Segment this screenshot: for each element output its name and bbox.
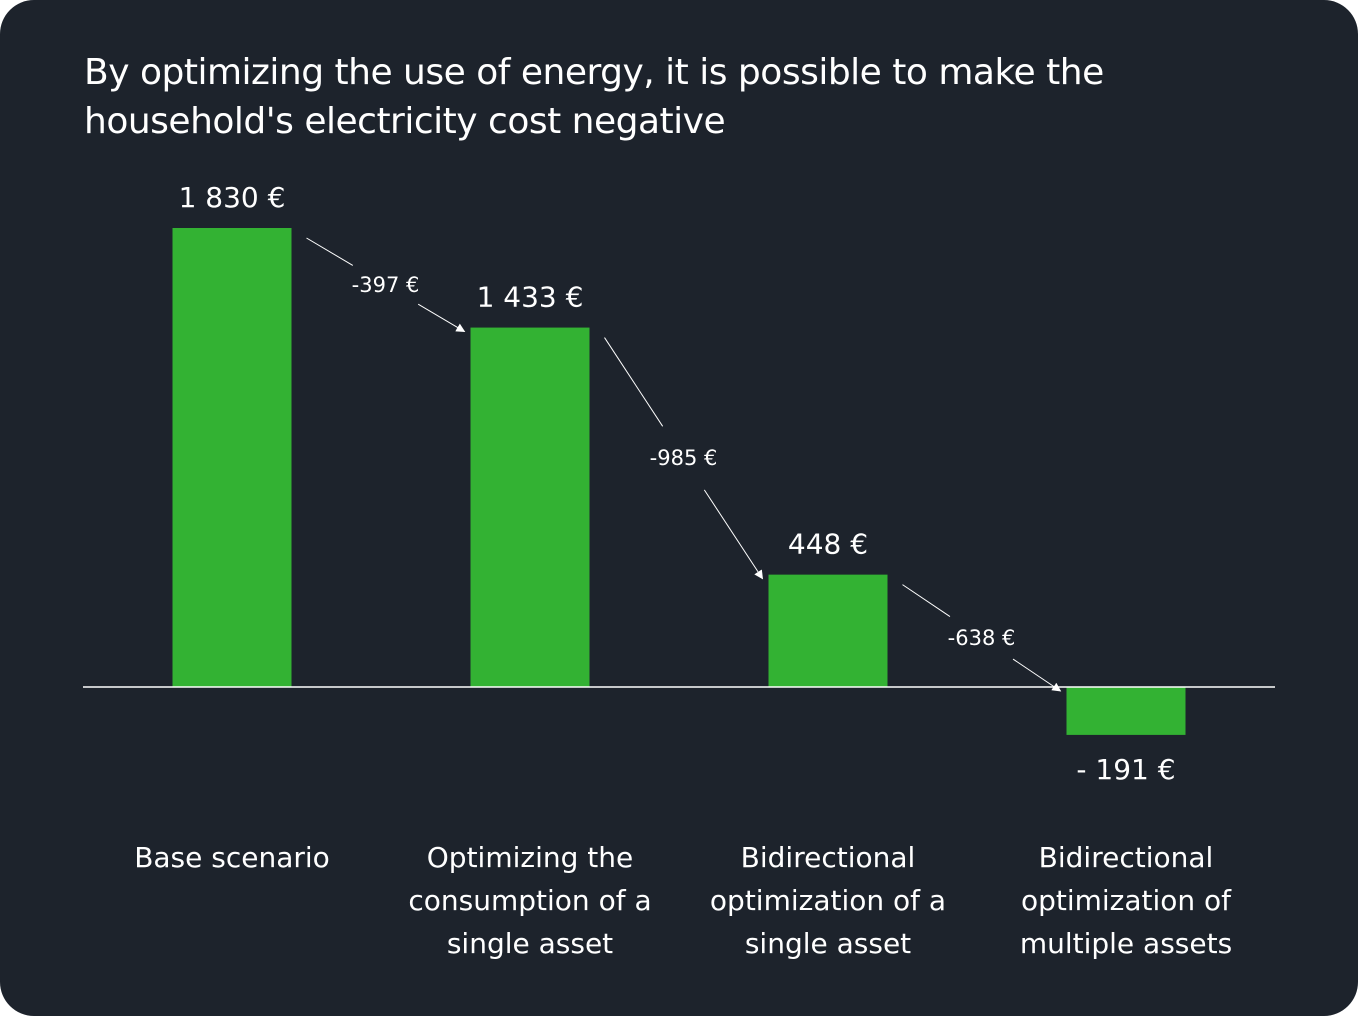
value-label-4: - 191 €	[1076, 753, 1175, 786]
category-label-1: Base scenario	[82, 836, 382, 879]
delta-label-1: -397 €	[352, 273, 420, 297]
category-label-2-line-1: Optimizing the	[426, 841, 634, 874]
category-label-3: Bidirectional optimization of a single ass…	[678, 836, 978, 965]
value-label-2: 1 433 €	[477, 281, 584, 314]
category-label-4-line-3: multiple assets	[1019, 927, 1233, 960]
delta-label-3: -638 €	[948, 626, 1016, 650]
bar-4	[1066, 687, 1186, 735]
category-label-4-line-1: Bidirectional	[1038, 841, 1214, 874]
category-label-3-line-1: Bidirectional	[740, 841, 916, 874]
bar-3	[768, 574, 888, 687]
value-label-3: 448 €	[788, 528, 868, 561]
category-label-2-line-3: single asset	[446, 927, 614, 960]
delta-arrow-2	[703, 489, 763, 580]
category-label-4: Bidirectional optimization of multiple ass…	[976, 836, 1276, 965]
delta-connector-3-start	[902, 584, 951, 618]
category-label-3-line-3: single asset	[744, 927, 912, 960]
category-label-4-line-2: optimization of	[1020, 884, 1232, 917]
category-label-2-line-2: consumption of a	[408, 884, 652, 917]
delta-label-2: -985 €	[650, 446, 718, 470]
delta-arrow-3	[1012, 658, 1062, 692]
category-label-2: Optimizing the consumption of a single ass…	[380, 836, 680, 965]
bar-1	[172, 228, 292, 687]
chart-title: By optimizing the use of energy, it is p…	[84, 52, 1104, 142]
delta-arrow-1	[417, 303, 466, 333]
delta-connector-2-start	[604, 337, 664, 427]
delta-connector-1-start	[306, 237, 354, 266]
category-label-1-line-1: Base scenario	[134, 841, 330, 874]
bar-2	[470, 327, 590, 687]
category-label-3-line-2: optimization of a	[709, 884, 947, 917]
value-label-1: 1 830 €	[179, 181, 286, 214]
